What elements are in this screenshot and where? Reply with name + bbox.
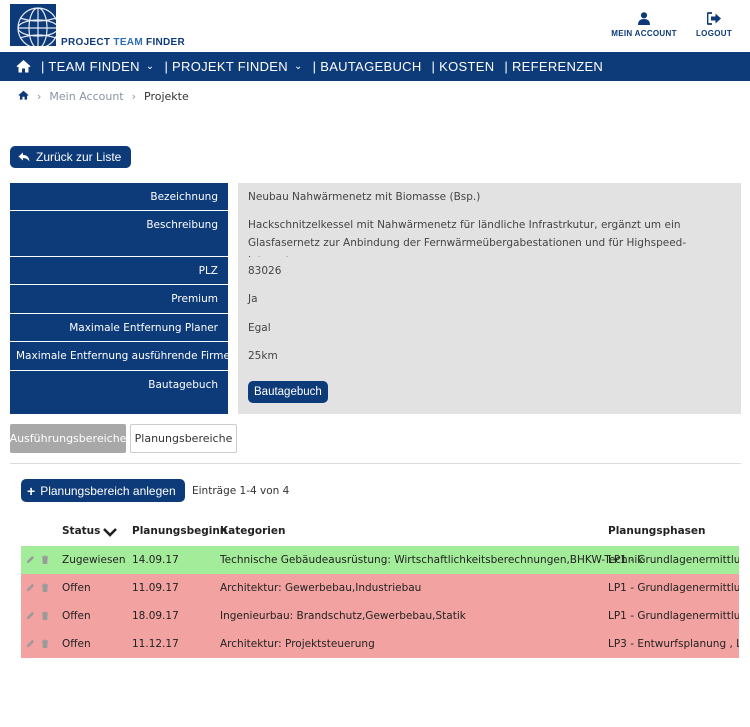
detail-row-entfernung-planer: Maximale Entfernung Planer Egal bbox=[10, 314, 741, 342]
detail-row-entfernung-firmen: Maximale Entfernung ausführende Firmen 2… bbox=[10, 342, 741, 371]
nav-bautagebuch[interactable]: | BAUTAGEBUCH bbox=[312, 59, 422, 74]
table-row[interactable]: Offen 11.09.17 Architektur: Gewerbebau,I… bbox=[21, 574, 739, 602]
tab-ausfuehrungsbereiche[interactable]: Ausführungsbereiche bbox=[10, 424, 126, 453]
nav-referenzen[interactable]: | REFERENZEN bbox=[504, 59, 604, 74]
logout-link[interactable]: LOGOUT bbox=[688, 12, 740, 38]
col-planungsbeginn[interactable]: Planungsbeginn bbox=[132, 525, 228, 537]
trash-icon[interactable] bbox=[41, 611, 49, 623]
tab-planungsbereiche[interactable]: Planungsbereiche bbox=[130, 424, 237, 453]
table-row[interactable]: Zugewiesen 14.09.17 Technische Gebäudeau… bbox=[21, 546, 739, 574]
chevron-down-icon: ⌄ bbox=[145, 61, 155, 72]
nav-team-finden[interactable]: | TEAM FINDEN ⌄ bbox=[41, 59, 155, 74]
table-body: Zugewiesen 14.09.17 Technische Gebäudeau… bbox=[21, 546, 739, 658]
breadcrumb-projekte: Projekte bbox=[144, 90, 189, 103]
plus-icon: + bbox=[27, 482, 36, 499]
detail-row-bautagebuch: Bautagebuch Bautagebuch bbox=[10, 371, 741, 414]
my-account-link[interactable]: MEIN ACCOUNT bbox=[606, 12, 682, 38]
detail-row-beschreibung: Beschreibung Hackschnitzelkessel mit Nah… bbox=[10, 211, 741, 267]
chevron-right-icon: › bbox=[37, 90, 42, 103]
logout-icon bbox=[706, 12, 721, 25]
add-planungsbereich-button[interactable]: + Planungsbereich anlegen bbox=[21, 479, 185, 502]
pencil-icon[interactable] bbox=[26, 583, 35, 595]
back-to-list-button[interactable]: Zurück zur Liste bbox=[10, 146, 132, 168]
trash-icon[interactable] bbox=[41, 583, 49, 595]
col-planungsphasen[interactable]: Planungsphasen bbox=[608, 525, 706, 537]
home-icon[interactable] bbox=[18, 90, 29, 103]
col-status[interactable]: Status bbox=[62, 525, 101, 537]
col-kategorien[interactable]: Kategorien bbox=[220, 525, 286, 537]
detail-row-premium: Premium Ja bbox=[10, 285, 741, 314]
home-icon[interactable] bbox=[16, 59, 31, 74]
detail-row-plz: PLZ 83026 bbox=[10, 257, 741, 285]
bautagebuch-button[interactable]: Bautagebuch bbox=[248, 381, 328, 403]
user-icon bbox=[638, 12, 650, 25]
brand-name: PROJECT TEAM FINDER bbox=[61, 37, 186, 48]
trash-icon[interactable] bbox=[41, 639, 49, 651]
table-header: Status Planungsbeginn Kategorien Planung… bbox=[0, 521, 750, 543]
reply-icon bbox=[18, 152, 30, 162]
nav-projekt-finden[interactable]: | PROJEKT FINDEN ⌄ bbox=[164, 59, 303, 74]
pencil-icon[interactable] bbox=[26, 555, 35, 567]
chevron-down-icon: ⌄ bbox=[293, 61, 303, 72]
chevron-right-icon: › bbox=[131, 90, 137, 103]
divider bbox=[10, 463, 741, 464]
globe-logo-icon[interactable] bbox=[10, 4, 56, 46]
main-nav: | TEAM FINDEN ⌄ | PROJEKT FINDEN ⌄ | BAUTA… bbox=[0, 52, 750, 81]
site-header: PROJECT TEAM FINDER MEIN ACCOUNT LOGOUT bbox=[0, 0, 750, 52]
sort-chevron-icon[interactable] bbox=[102, 521, 118, 544]
entries-info: Einträge 1-4 von 4 bbox=[192, 485, 290, 497]
breadcrumb: › Mein Account › Projekte bbox=[18, 90, 189, 103]
project-details: Bezeichnung Neubau Nahwärmenetz mit Biom… bbox=[10, 183, 741, 414]
table-row[interactable]: Offen 18.09.17 Ingenieurbau: Brandschutz… bbox=[21, 602, 739, 630]
trash-icon[interactable] bbox=[41, 555, 49, 567]
pencil-icon[interactable] bbox=[26, 611, 35, 623]
breadcrumb-mein-account[interactable]: Mein Account bbox=[49, 90, 124, 103]
detail-row-bezeichnung: Bezeichnung Neubau Nahwärmenetz mit Biom… bbox=[10, 183, 741, 211]
nav-kosten[interactable]: | KOSTEN bbox=[431, 59, 495, 74]
table-row[interactable]: Offen 11.12.17 Architektur: Projektsteue… bbox=[21, 630, 739, 658]
pencil-icon[interactable] bbox=[26, 639, 35, 651]
